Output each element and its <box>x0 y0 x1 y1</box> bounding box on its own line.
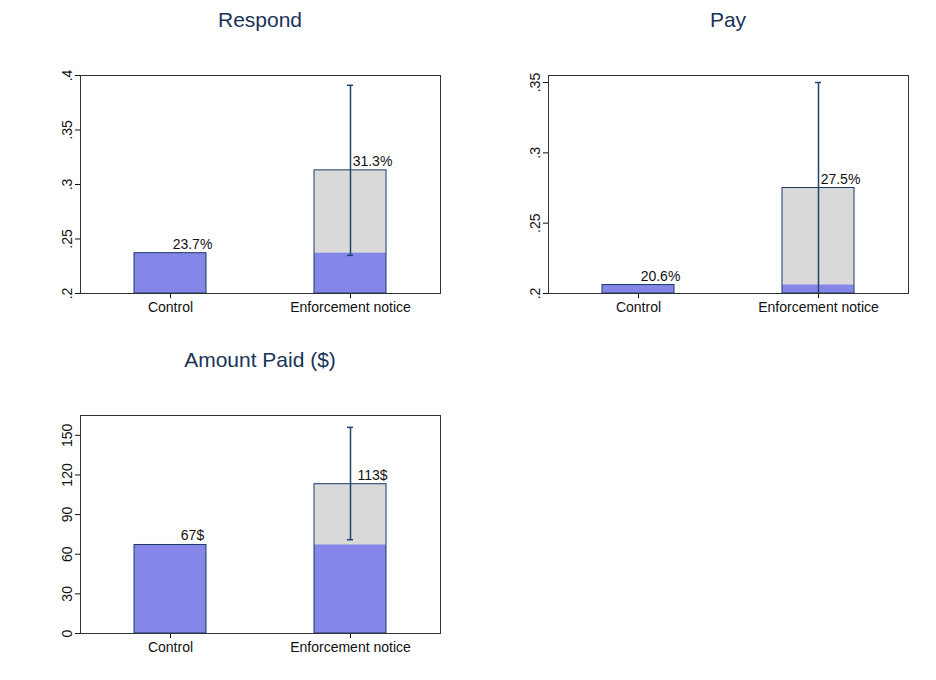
svg-text:.25: .25 <box>59 229 75 249</box>
svg-text:.4: .4 <box>59 69 75 81</box>
svg-text:Control: Control <box>616 299 661 315</box>
svg-text:60: 60 <box>59 546 75 562</box>
svg-text:120: 120 <box>59 463 75 487</box>
svg-text:Enforcement notice: Enforcement notice <box>290 299 411 315</box>
svg-text:113$: 113$ <box>357 467 387 483</box>
svg-text:90: 90 <box>59 507 75 523</box>
svg-text:Control: Control <box>148 299 193 315</box>
svg-text:.3: .3 <box>59 178 75 190</box>
svg-text:.35: .35 <box>59 120 75 140</box>
svg-text:.25: .25 <box>527 213 543 233</box>
svg-text:23.7%: 23.7% <box>173 236 213 252</box>
svg-text:.2: .2 <box>59 287 75 299</box>
html-text:Amount Paid ($): Amount Paid ($) <box>184 348 336 371</box>
svg-text:30: 30 <box>59 586 75 602</box>
svg-text:.35: .35 <box>527 73 543 93</box>
svg-text:Enforcement notice: Enforcement notice <box>758 299 879 315</box>
svg-text:20.6%: 20.6% <box>641 268 681 284</box>
html-text:Pay: Pay <box>709 8 747 31</box>
svg-text:.3: .3 <box>527 147 543 159</box>
svg-text:Enforcement notice: Enforcement notice <box>290 639 411 655</box>
svg-text:31.3%: 31.3% <box>353 153 393 169</box>
svg-text:150: 150 <box>59 423 75 447</box>
svg-text:0: 0 <box>59 629 75 637</box>
svg-text:67$: 67$ <box>181 527 205 543</box>
svg-text:Control: Control <box>148 639 193 655</box>
svg-text:.2: .2 <box>527 287 543 299</box>
svg-text:27.5%: 27.5% <box>821 170 861 186</box>
html-text:Respond: Respond <box>218 8 302 31</box>
